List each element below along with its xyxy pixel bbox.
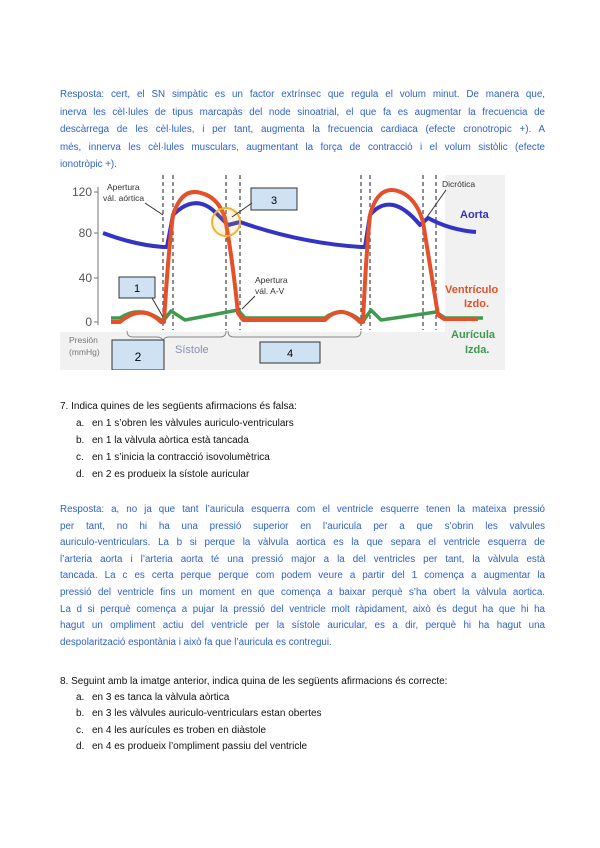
option-b: b. en 1 la vàlvula aòrtica està tancada (76, 435, 249, 446)
option-c: c. en 1 s’inicia la contracció isovolumèt… (76, 452, 270, 463)
legend-aorta: Aorta (460, 209, 490, 221)
aorta-curve (102, 201, 477, 249)
ventricle-curve (111, 188, 478, 324)
legend-ventricle: Ventrículo (445, 284, 498, 296)
option-a: a. en 1 s’obren les vàlvules auriculo-ven… (76, 418, 294, 429)
label-box-2: 2 (111, 339, 165, 371)
option-b: b. en 3 les vàlvules auriculo-ventricular… (76, 708, 322, 720)
option-d: d. en 4 es produeix l’ompliment passiu de… (76, 740, 308, 752)
cardiac-cycle-pressure-figure: 120 80 40 0 Apertura vál. aórtica Apertu… (60, 175, 505, 371)
answer-line: despolarització espontània i això fa que… (60, 636, 332, 648)
y-tick-120: 120 (72, 185, 92, 199)
legend-ventricle: Izdo. (464, 298, 489, 310)
dicrotic-label: Dicrótica (442, 179, 475, 189)
av-valve-label: vál. A-V (255, 286, 285, 296)
answer-line: més, innerva les cèl·lules musculars, au… (60, 141, 545, 153)
answer-line: tancada. La c es certa perque perque com… (60, 570, 545, 582)
highlight-circle (211, 207, 241, 237)
systole-label: Sístole (175, 344, 209, 356)
svg-text:2: 2 (135, 350, 142, 364)
svg-text:3: 3 (271, 195, 277, 207)
answer-line: hagut un ompliment actiu del ventricle p… (60, 620, 545, 632)
label-box-4: 4 (259, 341, 321, 364)
question-7: 7. Indica quines de les següents afirmac… (60, 398, 297, 483)
option-d: d. en 2 es produeix la sístole auricular (76, 469, 250, 480)
question-8: 8. Seguint amb la imatge anterior, indic… (60, 673, 447, 755)
option-a: a. en 3 es tanca la vàlvula aòrtica (76, 692, 230, 703)
svg-text:1: 1 (134, 283, 140, 295)
label-box-1: 1 (118, 276, 156, 299)
answer-line: ionotròpic +). (60, 159, 117, 170)
y-tick-0: 0 (85, 315, 92, 329)
legend-atrium: Izda. (465, 344, 489, 356)
option-c: c. en 4 les aurícules es troben en diàsto… (76, 724, 266, 736)
answer-line: La d si perquè comença a pujar la pressi… (60, 603, 545, 615)
answer-line: auriculo-ventriculars. La b si perque la… (60, 537, 545, 549)
y-axis-unit: (mmHg) (69, 347, 100, 357)
y-tick-40: 40 (79, 271, 93, 285)
answer-line: pressió del ventricle fins un moment en … (60, 586, 545, 598)
legend-atrium: Aurícula (451, 329, 496, 341)
answer-6: Resposta: cert, el SN simpàtic es un fac… (60, 86, 545, 174)
question-title: 7. Indica quines de les següents afirmac… (60, 401, 297, 412)
y-tick-80: 80 (79, 226, 93, 240)
answer-line: per tant, no hi ha una pressió superior … (60, 520, 545, 532)
y-ticks: 120 80 40 0 (72, 185, 98, 329)
answer-line: Resposta: cert, el SN simpàtic es un fac… (60, 89, 545, 100)
aortic-valve-label: Apertura (107, 182, 140, 192)
answer-7: Resposta: a, no ja que tant l’auricula e… (60, 502, 545, 651)
question-title: 8. Seguint amb la imatge anterior, indic… (60, 676, 448, 687)
svg-text:4: 4 (287, 348, 293, 360)
answer-line: l’arteria aorta i l’arteria aorta té una… (60, 553, 545, 565)
answer-line: Resposta: a, no ja que tant l’auricula e… (60, 504, 545, 515)
aortic-valve-label: vál. aórtica (103, 193, 144, 203)
answer-line: descàrrega de les cèl·lules, i per tant,… (60, 124, 545, 135)
answer-line: inerva les cèl·lules de tipus marcapàs d… (60, 106, 545, 118)
y-axis-label: Presión (69, 335, 98, 345)
label-box-3: 3 (250, 187, 298, 211)
av-valve-label: Apertura (255, 275, 288, 285)
